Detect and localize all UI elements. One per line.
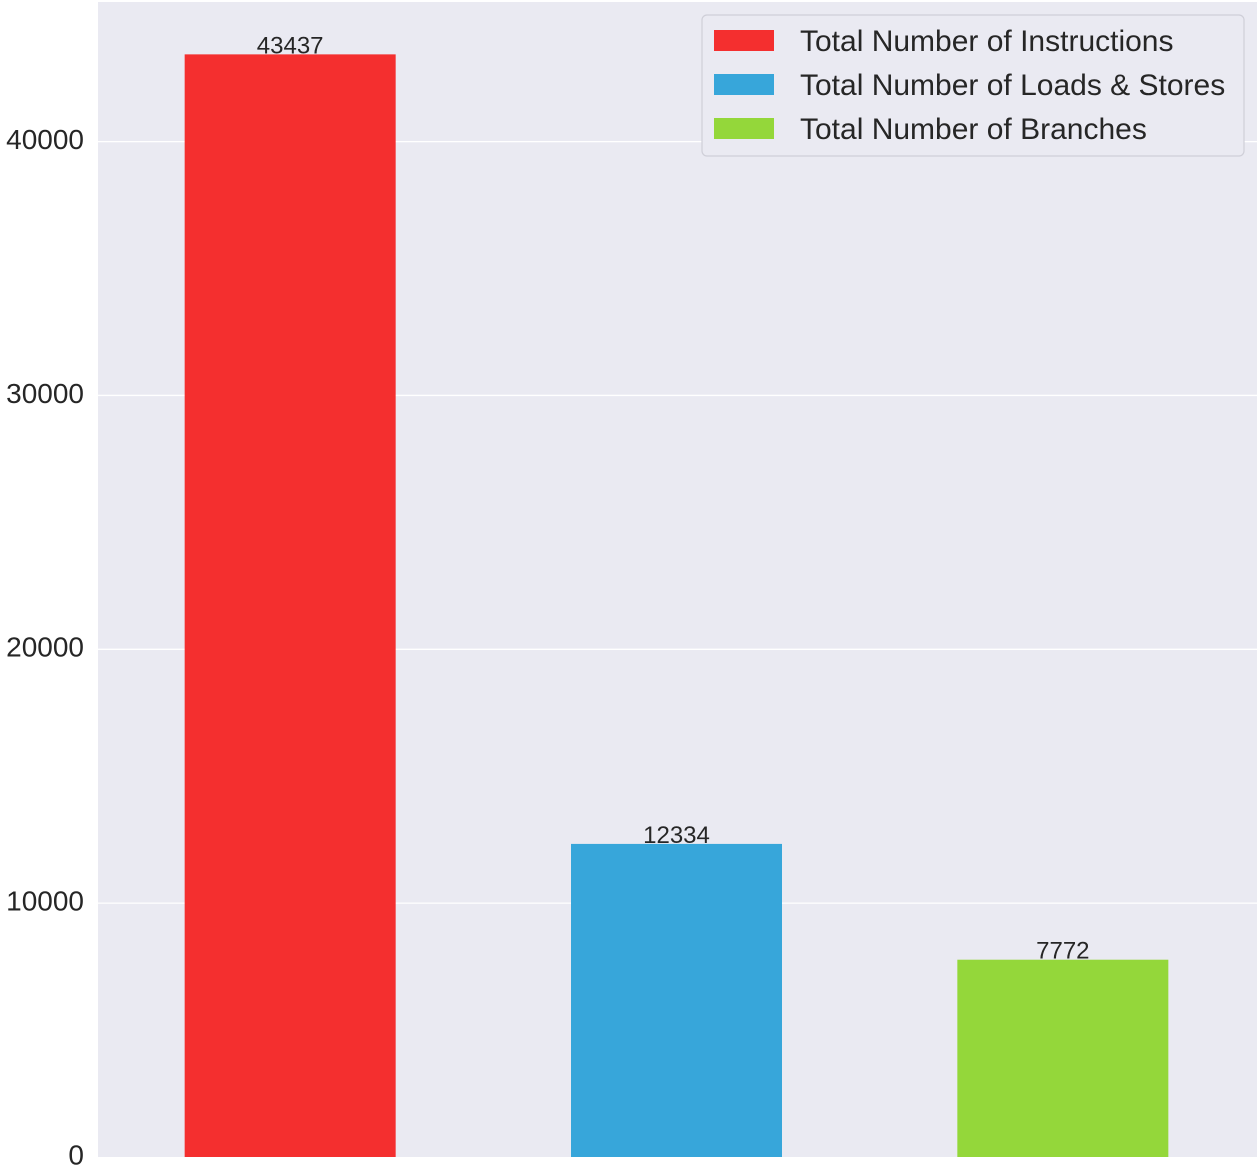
bar-value-label: 43437 [257,32,324,59]
bar-value-label: 12334 [643,822,710,849]
legend-box [701,14,1245,157]
y-tick-label: 30000 [6,378,84,409]
legend-swatch [714,74,774,95]
legend-swatch [714,30,774,51]
bars [184,54,1169,1158]
bar [184,54,396,1158]
legend-label: Total Number of Loads & Stores [800,69,1225,102]
y-tick-label: 40000 [6,124,84,155]
bar-value-label: 7772 [1036,938,1089,965]
bar-value-labels: 43437 12334 7772 [257,32,1090,964]
bar [571,843,782,1157]
legend-swatch [714,118,774,139]
y-tick-label: 10000 [6,886,84,917]
legend-label: Total Number of Instructions [800,25,1174,58]
legend-label: Total Number of Branches [800,113,1147,146]
y-tick-label: 0 [68,1139,84,1170]
y-tick-label: 20000 [6,632,84,663]
y-axis-tick-labels: 0 10000 20000 30000 40000 [6,124,84,1170]
bar [957,959,1169,1157]
legend: Total Number of Instructions Total Numbe… [701,14,1245,157]
